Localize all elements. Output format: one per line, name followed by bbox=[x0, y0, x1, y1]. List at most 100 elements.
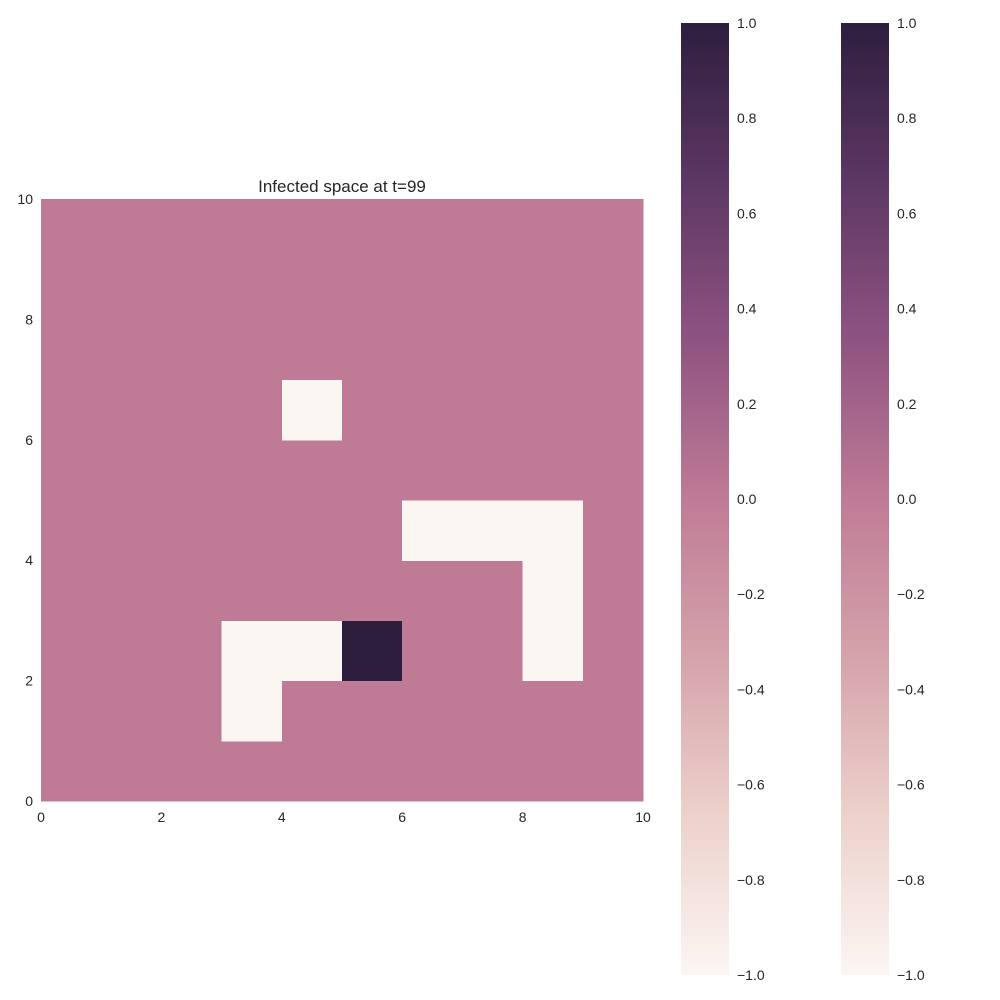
y-tick-label: 4 bbox=[25, 552, 33, 568]
heatmap-cell bbox=[402, 319, 463, 381]
colorbar-tick-label: 0.2 bbox=[897, 396, 917, 412]
heatmap-cell bbox=[281, 439, 343, 501]
heatmap-cell bbox=[462, 680, 524, 742]
colorbar-gradient bbox=[841, 23, 889, 975]
heatmap-cell bbox=[462, 439, 524, 501]
colorbar-tick-label: −0.6 bbox=[737, 777, 765, 793]
heatmap-cell bbox=[462, 319, 524, 381]
y-tick-label: 6 bbox=[25, 432, 33, 448]
colorbars: 1.00.80.60.40.20.0−0.2−0.4−0.6−0.8−1.01.… bbox=[681, 15, 925, 983]
heatmap-cell bbox=[342, 560, 403, 621]
heatmap-cell bbox=[281, 740, 343, 802]
heatmap-cell bbox=[281, 379, 343, 441]
y-tick-label: 0 bbox=[25, 793, 33, 809]
heatmap-cell bbox=[101, 740, 162, 802]
heatmap-cell bbox=[462, 560, 524, 621]
heatmap-cell bbox=[41, 500, 102, 561]
heatmap-cell bbox=[161, 319, 223, 381]
heatmap-cell bbox=[221, 680, 283, 742]
heatmap-cell bbox=[161, 680, 223, 742]
heatmap-cell bbox=[41, 379, 102, 441]
heatmap-cell bbox=[402, 620, 463, 682]
colorbar-tick-label: −0.8 bbox=[737, 872, 765, 888]
heatmap-cell bbox=[161, 199, 223, 260]
y-tick-label: 8 bbox=[25, 311, 33, 327]
heatmap-cell bbox=[101, 199, 162, 260]
colorbar-gradient bbox=[681, 23, 729, 975]
heatmap-cell bbox=[161, 740, 223, 802]
heatmap-cell bbox=[522, 259, 584, 320]
heatmap-cell bbox=[402, 199, 463, 260]
heatmap-cell bbox=[462, 500, 524, 561]
heatmap-cell bbox=[221, 560, 283, 621]
heatmap-cell bbox=[582, 319, 644, 381]
heatmap-cell bbox=[221, 259, 283, 320]
colorbar-tick-label: 0.2 bbox=[737, 396, 757, 412]
colorbar-2: 1.0 0.8 0.6 0.4 0.2 0.0 −0.2 −0.4 −0.6 −0.8 −1.0 bbox=[841, 15, 925, 983]
heatmap-cell bbox=[221, 379, 283, 441]
heatmap-cell bbox=[101, 500, 162, 561]
heatmap-cell bbox=[281, 500, 343, 561]
heatmap-cell bbox=[41, 259, 102, 320]
heatmap-cell bbox=[462, 620, 524, 682]
x-tick-label: 6 bbox=[398, 809, 406, 825]
colorbar-tick-label: 0.6 bbox=[737, 205, 757, 221]
heatmap-cell bbox=[221, 620, 283, 682]
heatmap-cell bbox=[462, 199, 524, 260]
heatmap-cell bbox=[41, 560, 102, 621]
heatmap-cell bbox=[582, 740, 644, 802]
heatmap-cell bbox=[402, 379, 463, 441]
heatmap-cell bbox=[221, 439, 283, 501]
y-tick-label: 10 bbox=[17, 191, 33, 207]
colorbar-tick-label: 0.0 bbox=[737, 491, 757, 507]
colorbar-tick-label: 0.6 bbox=[897, 205, 917, 221]
heatmap-cell bbox=[161, 439, 223, 501]
heatmap-cell bbox=[402, 740, 463, 802]
heatmap-cell bbox=[101, 680, 162, 742]
heatmap-cell bbox=[161, 379, 223, 441]
heatmap-cell bbox=[101, 379, 162, 441]
heatmap-cell bbox=[281, 560, 343, 621]
heatmap-cell bbox=[522, 740, 584, 802]
heatmap-cell bbox=[522, 680, 584, 742]
heatmap-cell bbox=[462, 379, 524, 441]
heatmap-cell bbox=[221, 500, 283, 561]
heatmap-cell bbox=[101, 259, 162, 320]
heatmap-cell bbox=[41, 740, 102, 802]
heatmap-cell bbox=[462, 740, 524, 802]
colorbar-tick-label: −0.8 bbox=[897, 872, 925, 888]
heatmap-cell bbox=[221, 199, 283, 260]
heatmap-cell bbox=[281, 259, 343, 320]
heatmap-cell bbox=[342, 379, 403, 441]
heatmap-cell bbox=[522, 379, 584, 441]
colorbar-tick-label: −1.0 bbox=[897, 967, 925, 983]
x-tick-label: 8 bbox=[519, 809, 527, 825]
heatmap-cell bbox=[342, 439, 403, 501]
heatmap-cell bbox=[41, 319, 102, 381]
heatmap-cell bbox=[582, 379, 644, 441]
heatmap-cell bbox=[41, 620, 102, 682]
colorbar-tick-label: −0.4 bbox=[737, 681, 765, 697]
colorbar-1: 1.0 0.8 0.6 0.4 0.2 0.0 −0.2 −0.4 −0.6 −0.8 −1.0 bbox=[681, 15, 765, 983]
heatmap-cell bbox=[582, 199, 644, 260]
colorbar-tick-label: 1.0 bbox=[897, 15, 917, 31]
heatmap-cell bbox=[522, 439, 584, 501]
heatmap-cell bbox=[41, 439, 102, 501]
heatmap-cell bbox=[342, 259, 403, 320]
x-tick-label: 2 bbox=[158, 809, 166, 825]
heatmap-cell bbox=[221, 740, 283, 802]
heatmap-cell bbox=[582, 680, 644, 742]
heatmap-cell bbox=[221, 319, 283, 381]
colorbar-tick-label: −1.0 bbox=[737, 967, 765, 983]
heatmap-cell bbox=[101, 560, 162, 621]
heatmap-cell bbox=[342, 680, 403, 742]
heatmap-cell bbox=[522, 620, 584, 682]
heatmap-cell bbox=[342, 500, 403, 561]
heatmap-cell bbox=[281, 319, 343, 381]
heatmap-cell bbox=[342, 319, 403, 381]
heatmap-cell bbox=[462, 259, 524, 320]
heatmap-cell bbox=[582, 500, 644, 561]
heatmap-cell bbox=[402, 259, 463, 320]
heatmap-cell bbox=[101, 439, 162, 501]
